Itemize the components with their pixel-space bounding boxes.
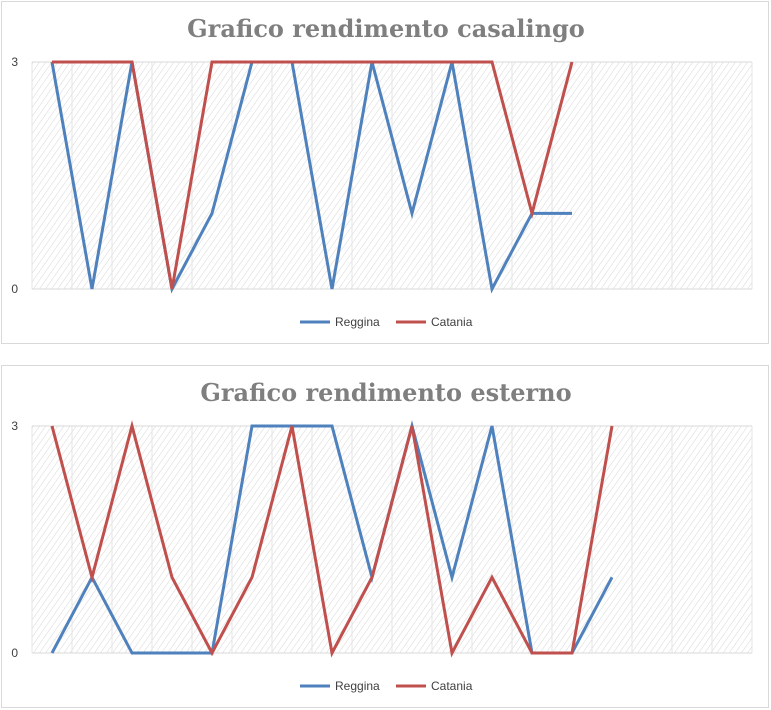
legend-label-reggina: Reggina	[335, 315, 380, 329]
chart-home: Grafico rendimento casalingo 0 3 Reggina Cat…	[11, 14, 753, 329]
chart-panel-away: Grafico rendimento esterno 0 3 Reggina Catan…	[1, 365, 769, 708]
legend-label-catania: Catania	[431, 315, 473, 329]
series-line-catania	[52, 60, 574, 290]
chart-title: Grafico rendimento casalingo	[187, 14, 585, 43]
y-tick-label: 3	[11, 55, 18, 69]
chart-panel-home: Grafico rendimento casalingo 0 3 Reggina Cat…	[1, 1, 769, 344]
y-tick-label: 3	[11, 419, 18, 433]
y-tick-label: 0	[11, 646, 18, 660]
legend-label-reggina: Reggina	[335, 679, 380, 693]
legend-label-catania: Catania	[431, 679, 473, 693]
y-tick-label: 0	[11, 282, 18, 296]
chart-away: Grafico rendimento esterno 0 3 Reggina Catan…	[11, 378, 753, 693]
chart-title: Grafico rendimento esterno	[200, 378, 571, 407]
